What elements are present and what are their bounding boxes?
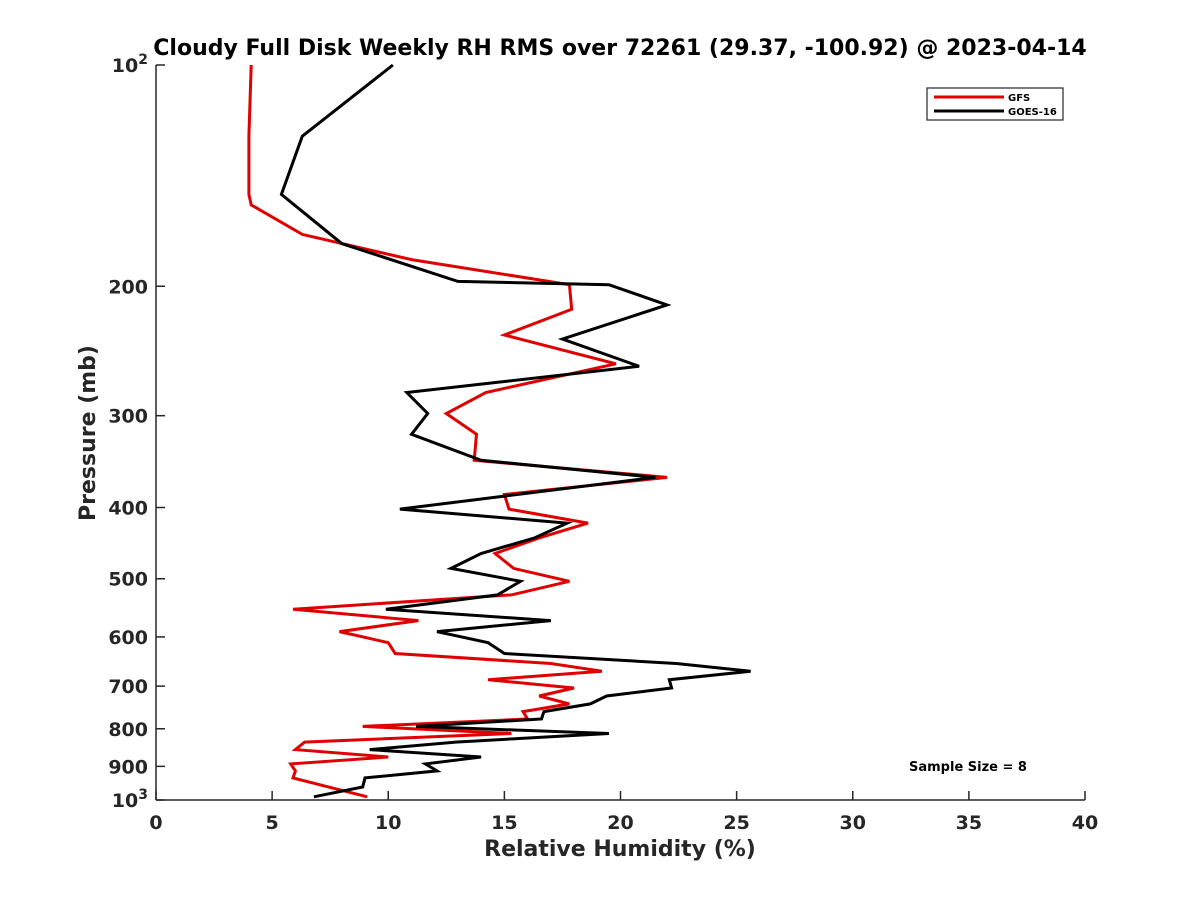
x-tick-label: 5 — [266, 812, 279, 834]
x-tick-label: 25 — [723, 812, 749, 834]
x-axis-label: Relative Humidity (%) — [484, 837, 756, 862]
x-tick-label: 40 — [1072, 812, 1098, 834]
y-tick-label: 300 — [108, 406, 148, 428]
y-tick-label: 600 — [108, 627, 148, 649]
y-tick-label: 800 — [108, 719, 148, 741]
y-axis-label: Pressure (mb) — [76, 345, 101, 521]
x-tick-label: 10 — [375, 812, 401, 834]
x-tick-label: 30 — [840, 812, 866, 834]
legend-box — [926, 87, 1064, 121]
y-tick-label: 400 — [108, 498, 148, 520]
y-tick-label: 700 — [108, 676, 148, 698]
series-line-goes-16 — [279, 63, 751, 799]
y-tick-label: 900 — [108, 756, 148, 778]
legend-label-goes-16: GOES-16 — [1008, 107, 1057, 118]
legend: GFS GOES-16 — [926, 87, 1064, 121]
sample-size-annotation: Sample Size = 8 — [909, 760, 1027, 775]
x-tick-label: 15 — [491, 812, 517, 834]
plot-area: 0 5 10 15 20 25 30 35 40 102 200 300 400 500 600 700 800… — [108, 52, 1098, 834]
legend-label-gfs: GFS — [1008, 93, 1030, 104]
axis-ticks: 0 5 10 15 20 25 30 35 40 102 200 300 400 500 600 700 800… — [108, 52, 1098, 834]
series-layer — [247, 63, 751, 799]
x-tick-label: 0 — [149, 812, 162, 834]
x-tick-label: 35 — [956, 812, 982, 834]
x-tick-label: 20 — [607, 812, 633, 834]
y-tick-label: 102 — [112, 52, 148, 77]
y-tick-label: 200 — [108, 276, 148, 298]
series-line-gfs — [247, 64, 668, 799]
chart-title: Cloudy Full Disk Weekly RH RMS over 7226… — [153, 36, 1086, 61]
y-tick-label: 500 — [108, 569, 148, 591]
y-tick-label: 103 — [112, 787, 148, 812]
